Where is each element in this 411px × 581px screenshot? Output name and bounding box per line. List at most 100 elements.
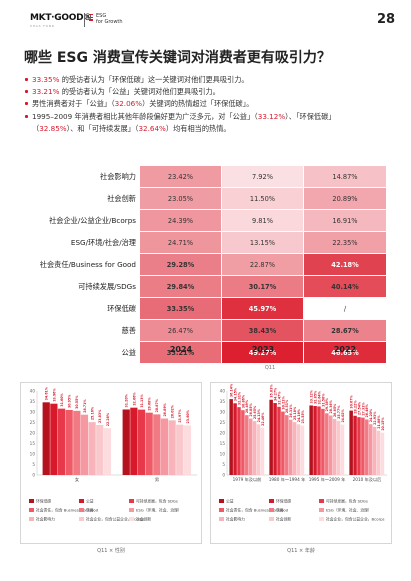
- bar-value-label: 27.54%: [357, 401, 361, 415]
- bar: [245, 415, 249, 475]
- bar: [237, 407, 241, 475]
- finding-percent: 32.06%: [114, 99, 143, 109]
- bar-value-label: 30.67%: [350, 395, 354, 409]
- heatmap-cell: 14.87%: [304, 166, 387, 188]
- bar: [321, 408, 325, 475]
- bullet-dot-icon: [25, 90, 28, 94]
- bar: [160, 418, 169, 475]
- heatmap-cell: 49.27%: [222, 342, 304, 364]
- bar: [137, 409, 146, 475]
- heatmap-row-label: 社会企业/公益企业/Bcorps: [49, 216, 136, 225]
- bar-value-label: 33.12%: [310, 389, 314, 403]
- bar-value-label: 27.31%: [361, 402, 365, 416]
- bar-value-label: 23.97%: [178, 409, 182, 423]
- finding-item: 33.21% 的受访者认为「公益」关键词对他们更具吸引力。: [24, 86, 394, 98]
- heatmap-row-label: 慈善: [121, 326, 136, 335]
- bar-value-label: 34.27%: [273, 387, 277, 401]
- finding-text: ）、和「可持续发展」（: [66, 123, 139, 133]
- bar: [357, 417, 361, 475]
- bar: [183, 425, 191, 475]
- finding-text: （: [32, 123, 40, 133]
- bar: [368, 424, 373, 475]
- finding-percent: 32.64%: [138, 123, 166, 133]
- bar-value-label: 26.85%: [249, 403, 253, 417]
- x-category-label: 1995 年～2009 年: [309, 476, 346, 483]
- heatmap-cell: 29.28%: [140, 254, 222, 276]
- bar: [296, 424, 301, 475]
- bar-value-label: 28.36%: [329, 399, 333, 413]
- bar-value-label: 21.08%: [377, 415, 381, 429]
- finding-text: ）均有相当的热情。: [165, 123, 231, 133]
- heatmap-cell: /: [304, 298, 387, 320]
- bar-value-label: 30.55%: [75, 395, 79, 409]
- bar-value-label: 26.31%: [289, 404, 293, 418]
- bar: [145, 412, 153, 475]
- bar: [269, 399, 273, 475]
- legend-label: 慈善: [276, 508, 284, 513]
- y-tick-label: 30: [220, 410, 226, 415]
- bar: [376, 430, 381, 475]
- bar: [176, 424, 184, 475]
- esg-stripes-icon: [89, 14, 93, 21]
- legend-swatch: [129, 517, 134, 521]
- bar: [252, 421, 257, 475]
- bullet-dot-icon: [25, 78, 28, 81]
- bar-value-label: 28.22%: [353, 400, 357, 414]
- legend-label: 社会创新: [276, 517, 291, 522]
- bar: [336, 420, 341, 475]
- y-tick-label: 20: [30, 431, 36, 436]
- heatmap-cell: 22.35%: [304, 232, 387, 254]
- heatmap-cell: 42.18%: [304, 254, 387, 276]
- bar-value-label: 26.65%: [333, 403, 337, 417]
- x-category-label: 女: [75, 476, 79, 483]
- bar: [96, 424, 104, 475]
- bar-value-label: 25.16%: [90, 406, 94, 420]
- legend-swatch: [219, 517, 224, 521]
- heatmap-cell: 46.65%: [304, 342, 387, 364]
- brand-logo: MKT·GOOD®: [30, 13, 92, 23]
- heatmap-cell: 22.87%: [222, 254, 304, 276]
- heatmap-column-label: 2023: [251, 345, 275, 354]
- bar-value-label: 26.46%: [365, 403, 369, 417]
- bar: [233, 403, 237, 475]
- finding-text: 1995–2009 年消费者相比其他年龄段偏好更为广泛多元，对「公益」（: [32, 111, 258, 121]
- bar: [50, 403, 58, 475]
- y-tick-label: 35: [220, 399, 226, 404]
- legend-label: 环保低碳: [276, 499, 291, 504]
- legend-swatch: [269, 499, 274, 503]
- x-category-label: 1980 年～1994 年: [269, 476, 306, 483]
- bar: [277, 406, 281, 475]
- heatmap-row-label: 环保低碳: [107, 304, 136, 313]
- bar: [229, 399, 233, 475]
- legend-swatch: [129, 508, 134, 512]
- bar-value-label: 35.83%: [270, 384, 274, 398]
- bar-value-label: 31.20%: [125, 393, 129, 407]
- brand-logo-subtext: SHAS FOND: [30, 24, 55, 28]
- bar-value-label: 26.89%: [163, 402, 167, 416]
- bar: [361, 417, 365, 475]
- bar-value-label: 30.21%: [281, 395, 285, 409]
- bar: [353, 415, 357, 475]
- heatmap-row-label: 公益: [121, 348, 136, 357]
- y-tick-label: 5: [32, 462, 35, 467]
- finding-percent: 32.85%: [39, 123, 67, 133]
- finding-text: 的受访者认为「公益」关键词对他们更具吸引力。: [59, 87, 220, 97]
- bar: [325, 413, 329, 475]
- bar: [80, 414, 89, 475]
- bar-value-label: 31.50%: [321, 393, 325, 407]
- y-tick-label: 0: [32, 473, 35, 478]
- y-tick-label: 20: [220, 431, 226, 436]
- heatmap-cell: 40.14%: [304, 276, 387, 298]
- esg-logo-line1: ESG: [96, 13, 107, 19]
- bar: [285, 415, 289, 475]
- bar-value-label: 29.38%: [325, 397, 329, 411]
- bar-value-label: 29.68%: [148, 397, 152, 411]
- bar: [309, 405, 313, 475]
- heatmap-row-label: 社会创新: [107, 194, 136, 203]
- heatmap-cell: 23.42%: [140, 166, 222, 188]
- bar-value-label: 26.02%: [170, 404, 174, 418]
- bar-value-label: 24.20%: [369, 408, 373, 422]
- bar: [372, 426, 377, 475]
- heatmap-cell: 9.81%: [222, 210, 304, 232]
- heatmap-cell: 7.92%: [222, 166, 304, 188]
